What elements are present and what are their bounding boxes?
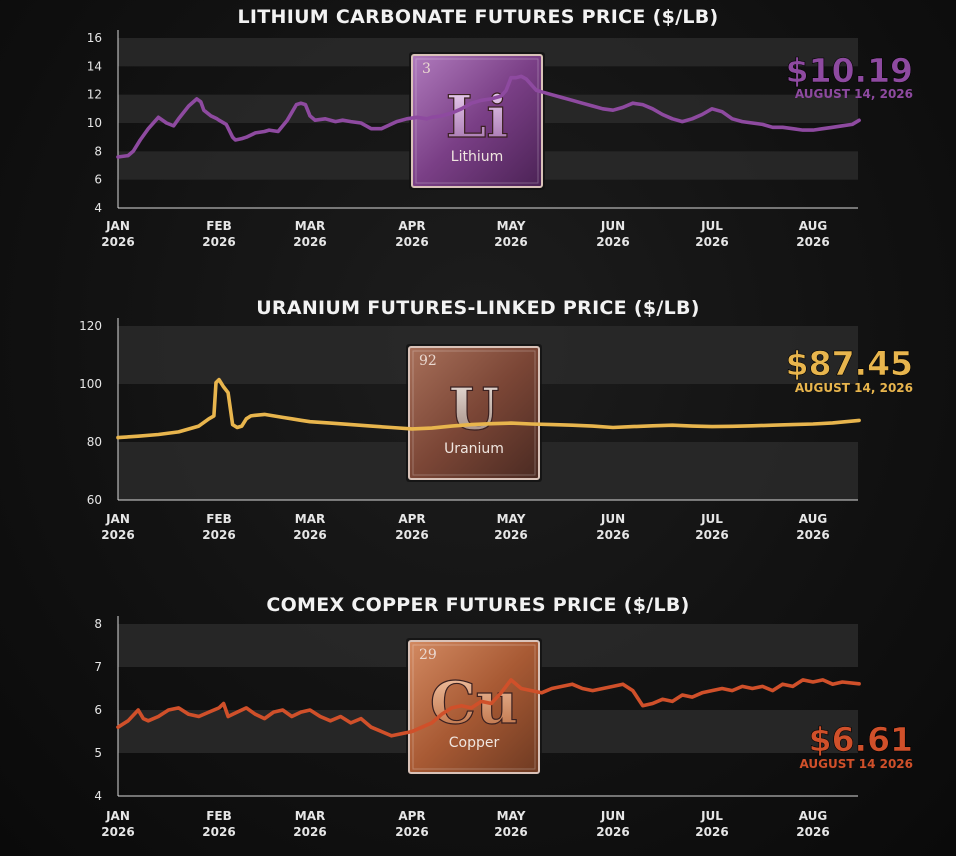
y-tick-label: 8 — [94, 144, 102, 158]
series-line — [116, 377, 861, 440]
x-tick-label: MAY 2026 — [494, 809, 527, 839]
chart-title: URANIUM FUTURES-LINKED PRICE ($/LB) — [256, 297, 700, 319]
x-tick-label: MAY 2026 — [494, 219, 527, 249]
x-tick-label: FEB 2026 — [202, 809, 235, 839]
series-line — [116, 678, 861, 738]
element-name: Copper — [449, 735, 500, 751]
y-tick-label: 6 — [94, 173, 102, 187]
latest-price: $87.45 — [786, 344, 913, 383]
y-tick-label: 4 — [94, 789, 102, 803]
x-tick-label: JUN 2026 — [596, 219, 629, 249]
y-tick-label: 80 — [87, 435, 102, 449]
latest-price: $6.61 — [809, 720, 913, 759]
element-number: 92 — [419, 353, 437, 369]
y-tick-label: 14 — [87, 59, 102, 73]
x-tick-label: MAR 2026 — [293, 512, 326, 542]
x-tick-label: FEB 2026 — [202, 219, 235, 249]
chart-title: COMEX COPPER FUTURES PRICE ($/LB) — [266, 594, 689, 616]
x-tick-label: JUN 2026 — [596, 809, 629, 839]
latest-date: AUGUST 14 2026 — [799, 757, 913, 771]
y-tick-label: 5 — [94, 746, 102, 760]
x-tick-label: AUG 2026 — [796, 809, 829, 839]
x-tick-label: MAR 2026 — [293, 809, 326, 839]
element-name: Lithium — [451, 149, 503, 165]
tile-inner-border — [412, 644, 536, 770]
latest-date: AUGUST 14, 2026 — [795, 381, 913, 395]
y-tick-label: 10 — [87, 116, 102, 130]
element-name: Uranium — [444, 441, 504, 457]
tile-inner-border — [415, 58, 539, 184]
latest-date: AUGUST 14, 2026 — [795, 87, 913, 101]
y-tick-label: 16 — [87, 31, 102, 45]
x-tick-label: JAN 2026 — [101, 219, 134, 249]
latest-price: $10.19 — [786, 51, 913, 90]
x-tick-label: MAY 2026 — [494, 512, 527, 542]
x-tick-label: JUL 2026 — [695, 809, 728, 839]
x-tick-label: JUL 2026 — [695, 512, 728, 542]
series-line — [116, 74, 861, 159]
tile-face — [408, 346, 540, 480]
element-number: 3 — [422, 61, 431, 77]
x-tick-label: AUG 2026 — [796, 512, 829, 542]
x-tick-label: APR 2026 — [395, 219, 428, 249]
y-tick-label: 4 — [94, 201, 102, 215]
chart-cu: COMEX COPPER FUTURES PRICE ($/LB) 4 5 6 7 8 JA… — [94, 594, 913, 839]
x-tick-label: APR 2026 — [395, 809, 428, 839]
x-tick-label: FEB 2026 — [202, 512, 235, 542]
element-number: 29 — [419, 647, 437, 663]
y-tick-label: 7 — [94, 660, 102, 674]
chart-li: LITHIUM CARBONATE FUTURES PRICE ($/LB) 4 6… — [87, 6, 914, 249]
x-tick-label: AUG 2026 — [796, 219, 829, 249]
y-tick-label: 120 — [79, 319, 102, 333]
chart-title: LITHIUM CARBONATE FUTURES PRICE ($/LB) — [237, 6, 718, 28]
chart-u: URANIUM FUTURES-LINKED PRICE ($/LB) 60 80 1… — [79, 297, 913, 542]
tile-face — [411, 54, 543, 188]
x-tick-label: JAN 2026 — [101, 809, 134, 839]
y-tick-label: 6 — [94, 703, 102, 717]
x-tick-label: JUL 2026 — [695, 219, 728, 249]
element-symbol: U — [449, 375, 500, 443]
y-tick-label: 100 — [79, 377, 102, 391]
tile-inner-border — [412, 350, 536, 476]
element-symbol: Cu — [430, 669, 518, 737]
x-tick-label: JAN 2026 — [101, 512, 134, 542]
x-tick-label: APR 2026 — [395, 512, 428, 542]
element-symbol: Li — [446, 83, 509, 151]
y-tick-label: 60 — [87, 493, 102, 507]
y-tick-label: 12 — [87, 88, 102, 102]
x-tick-label: JUN 2026 — [596, 512, 629, 542]
x-tick-label: MAR 2026 — [293, 219, 326, 249]
y-tick-label: 8 — [94, 617, 102, 631]
